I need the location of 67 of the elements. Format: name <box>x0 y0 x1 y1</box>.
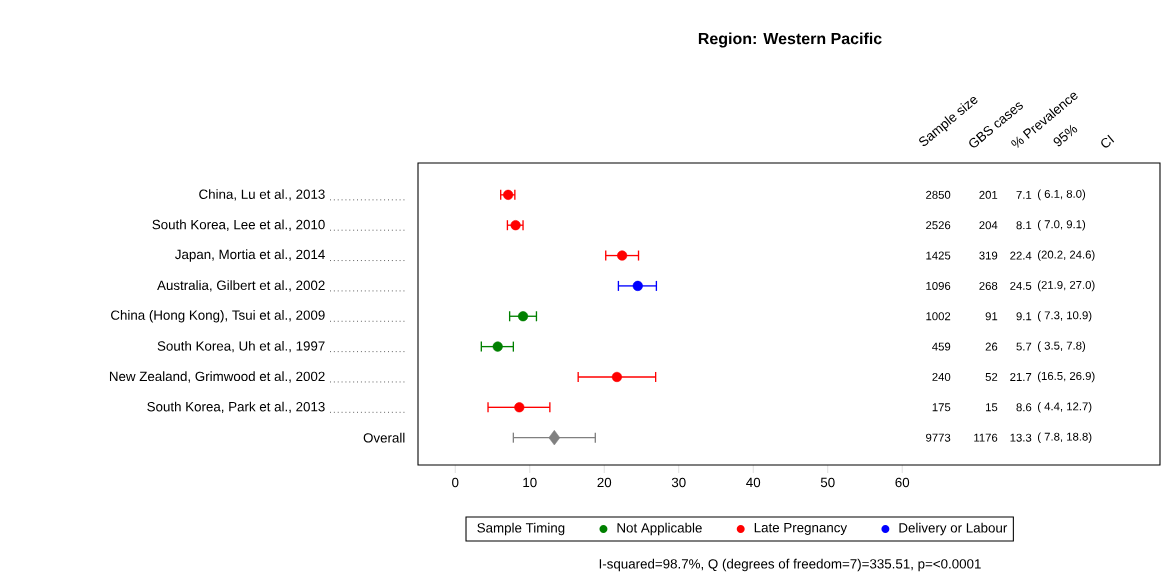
point <box>632 280 643 291</box>
annotation: 175 <box>932 403 951 412</box>
annotation: 240 <box>932 372 951 381</box>
point <box>492 341 503 352</box>
annotation: 15 <box>985 403 998 412</box>
annotation: 13.3 <box>1010 433 1032 442</box>
point <box>611 371 622 383</box>
text: CI <box>1101 134 1115 148</box>
x-tick-label: 40 <box>746 477 761 488</box>
x-tick-label: 50 <box>820 477 835 488</box>
annotation: (21.9, 27.0) <box>1037 280 1095 292</box>
x-tick-label: 0 <box>452 477 459 488</box>
x-tick-label: 60 <box>895 477 910 488</box>
annotation: 7.1 <box>1016 190 1032 199</box>
y-tick-label: Overall <box>363 432 405 443</box>
y-tick-label: South Korea, Park et al., 2013 <box>147 401 325 414</box>
legend-label: Not Applicable <box>617 522 702 536</box>
text: I-squared=98.7%, Q (degrees of freedom=7)=335.51, p=<0.0001 <box>599 558 981 572</box>
annotation: 2526 <box>926 221 951 230</box>
y-tick-label: South Korea, Uh et al., 1997 <box>157 340 325 353</box>
y-tick-label: South Korea, Lee et al., 2010 <box>152 219 325 231</box>
y-tick-label: Australia, Gilbert et al., 2002 <box>157 280 325 292</box>
annotation: 8.1 <box>1016 221 1032 230</box>
point <box>517 311 529 322</box>
annotation: 1425 <box>926 251 951 260</box>
annotation: 8.6 <box>1016 403 1032 412</box>
annotation: (16.5, 26.9) <box>1037 371 1095 383</box>
annotation: 2850 <box>926 190 951 199</box>
annotation: 91 <box>985 312 998 321</box>
point <box>617 250 628 261</box>
annotation: 5.7 <box>1016 342 1032 351</box>
legend-label: Delivery or Labour <box>899 522 1008 536</box>
annotation: ( 6.1, 8.0) <box>1037 189 1086 201</box>
annotation: 319 <box>979 251 998 260</box>
annotation: 52 <box>985 372 998 381</box>
x-tick-label: 30 <box>671 477 686 488</box>
annotation: 24.5 <box>1010 281 1032 290</box>
y-tick-label: New Zealand, Grimwood et al., 2002 <box>109 371 325 383</box>
annotation: 201 <box>979 190 998 199</box>
legend-label: Late Pregnancy <box>754 523 848 535</box>
annotation: 22.4 <box>1010 251 1032 260</box>
annotation: (20.2, 24.6) <box>1037 250 1095 261</box>
annotation: 459 <box>932 342 951 351</box>
annotation: ( 4.4, 12.7) <box>1037 402 1092 413</box>
y-tick-label: Japan, Mortia et al., 2014 <box>175 249 325 262</box>
annotation: 268 <box>979 281 998 290</box>
x-tick-label: 20 <box>597 477 612 488</box>
y-tick-label: China (Hong Kong), Tsui et al., 2009 <box>111 310 325 323</box>
annotation: 1002 <box>926 312 951 321</box>
y-tick-label: China, Lu et al., 2013 <box>199 189 325 201</box>
point <box>510 220 521 231</box>
annotation: 9.1 <box>1016 312 1032 321</box>
annotation: ( 7.3, 10.9) <box>1037 310 1092 322</box>
annotation: ( 3.5, 7.8) <box>1037 341 1086 352</box>
point <box>514 402 525 413</box>
annotation: ( 7.8, 18.8) <box>1037 432 1092 443</box>
legend-title: Sample Timing <box>477 522 565 536</box>
annotation: 1096 <box>926 281 951 290</box>
x-tick-label: 10 <box>523 477 537 488</box>
annotation: 21.7 <box>1010 373 1032 381</box>
annotation: 1176 <box>974 433 998 442</box>
point <box>548 430 561 446</box>
annotation: 204 <box>979 221 998 230</box>
annotation: ( 7.0, 9.1) <box>1037 219 1086 231</box>
annotation: 26 <box>985 342 998 351</box>
chart-title: Region: Western Pacific <box>698 32 882 48</box>
annotation: 9773 <box>926 433 951 442</box>
